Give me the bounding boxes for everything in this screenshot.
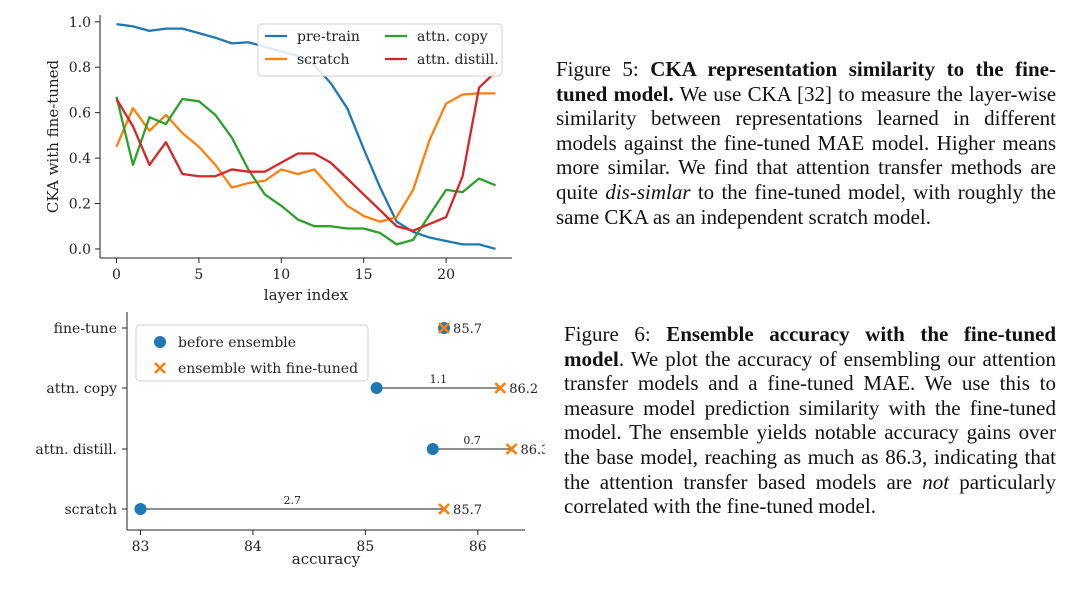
y-tick-label: 0.6 [69,106,91,122]
before-point-scratch [134,503,147,515]
x-tick-label: 83 [132,539,150,555]
x-tick-label: 84 [244,539,262,555]
ensemble-point-fine-tune [438,322,450,334]
ensemble-chart-axes: 83 84 85 86 accuracy fine-tune attn. copy attn.… [35,312,525,568]
x-tick-label: 15 [355,267,373,283]
figure-6-body-end: particularly correlated with the fine-tu… [564,469,1056,519]
x-tick-label: 86 [469,539,487,555]
cka-line-chart: 0.0 0.2 0.4 0.6 0.8 1.0 0 5 10 15 20 layer index CKA… [44,15,512,304]
x-axis-label: accuracy [292,550,361,568]
series-line-scratch [115,92,496,223]
x-axis-label: layer index [264,286,349,304]
legend-label-pre-train: pre-train [297,29,360,45]
ensemble-value-attn-copy: 86.2 [509,382,538,397]
cka-chart-legend: pre-train scratch attn. copy attn. distill. [257,23,503,77]
legend-label-before-ensemble: before ensemble [178,335,296,351]
gain-label-attn-distill: 0.7 [463,434,481,447]
ensemble-chart-marks: 85.7 1.1 86.2 0.7 86.3 2.7 85.7 [134,322,545,518]
series-line-attn-copy [115,96,496,246]
y-tick-label: 0.0 [69,242,91,258]
legend-box [257,23,503,77]
legend-swatch-before-ensemble [154,336,166,348]
figure-6-emphasis: not [922,469,950,494]
ensemble-point-scratch [438,503,450,515]
x-tick-label: 5 [194,267,203,283]
x-tick-label: 85 [356,539,374,555]
legend-label-attn-copy: attn. copy [417,29,488,45]
ensemble-point-attn-distill [505,443,518,455]
y-tick-label: 0.8 [69,60,91,76]
before-point-attn-distill [426,443,439,455]
legend-box [135,324,369,382]
legend-label-attn-distill: attn. distill. [417,52,499,68]
y-tick-label: scratch [64,502,117,518]
cka-chart-axes: 0.0 0.2 0.4 0.6 0.8 1.0 0 5 10 15 20 layer index CKA… [44,15,512,304]
legend-label-scratch: scratch [297,52,350,68]
ensemble-accuracy-chart: 83 84 85 86 accuracy fine-tune attn. copy attn.… [35,312,545,568]
y-tick-label: fine-tune [54,321,117,337]
figure-5-title: CKA representation similarity to the fin… [556,57,1056,106]
y-tick-label: 1.0 [69,15,91,31]
ensemble-point-attn-copy [494,382,507,394]
figure-5-emphasis: dis-simlar [605,179,691,204]
x-tick-label: 20 [437,267,455,283]
legend-label-ensemble-with-fine-tuned: ensemble with fine-tuned [178,361,358,377]
ensemble-value-fine-tune: 85.7 [453,322,482,337]
x-tick-label: 10 [272,267,290,283]
x-tick-label: 0 [112,267,121,283]
figure-6-title: Ensemble accuracy with the fine-tuned mo… [564,322,1057,371]
figure-6-label: Figure 6: [564,322,651,346]
gain-label-scratch: 2.7 [284,494,302,507]
figure-5-body: We use CKA [32] to measure the layer-wis… [556,81,1057,204]
figure-5-body-end: to the fine-tuned model, with roughly th… [556,179,1057,229]
y-tick-label: attn. copy [46,381,117,397]
before-point-attn-copy [370,382,383,394]
ensemble-value-scratch: 85.7 [453,503,482,518]
ensemble-chart-legend: before ensemble ensemble with fine-tuned [135,324,369,382]
legend-swatch-ensemble-with-fine-tuned [154,362,166,374]
figure-5-caption: Figure 5: CKA representation similarity … [556,57,1056,229]
figure-6-body: . We plot the accuracy of ensembling our… [564,346,1056,494]
gain-label-attn-copy: 1.1 [430,373,448,386]
y-axis-label: CKA with fine-tuned [44,60,62,214]
y-tick-label: attn. distill. [35,442,117,458]
figure-5-label: Figure 5: [556,57,639,81]
series-line-attn-distill [115,70,497,232]
y-tick-label: 0.4 [69,151,91,167]
ensemble-value-attn-distill: 86.3 [521,443,545,458]
figure-6-caption: Figure 6: Ensemble accuracy with the fin… [564,322,1056,519]
y-tick-label: 0.2 [69,196,91,212]
